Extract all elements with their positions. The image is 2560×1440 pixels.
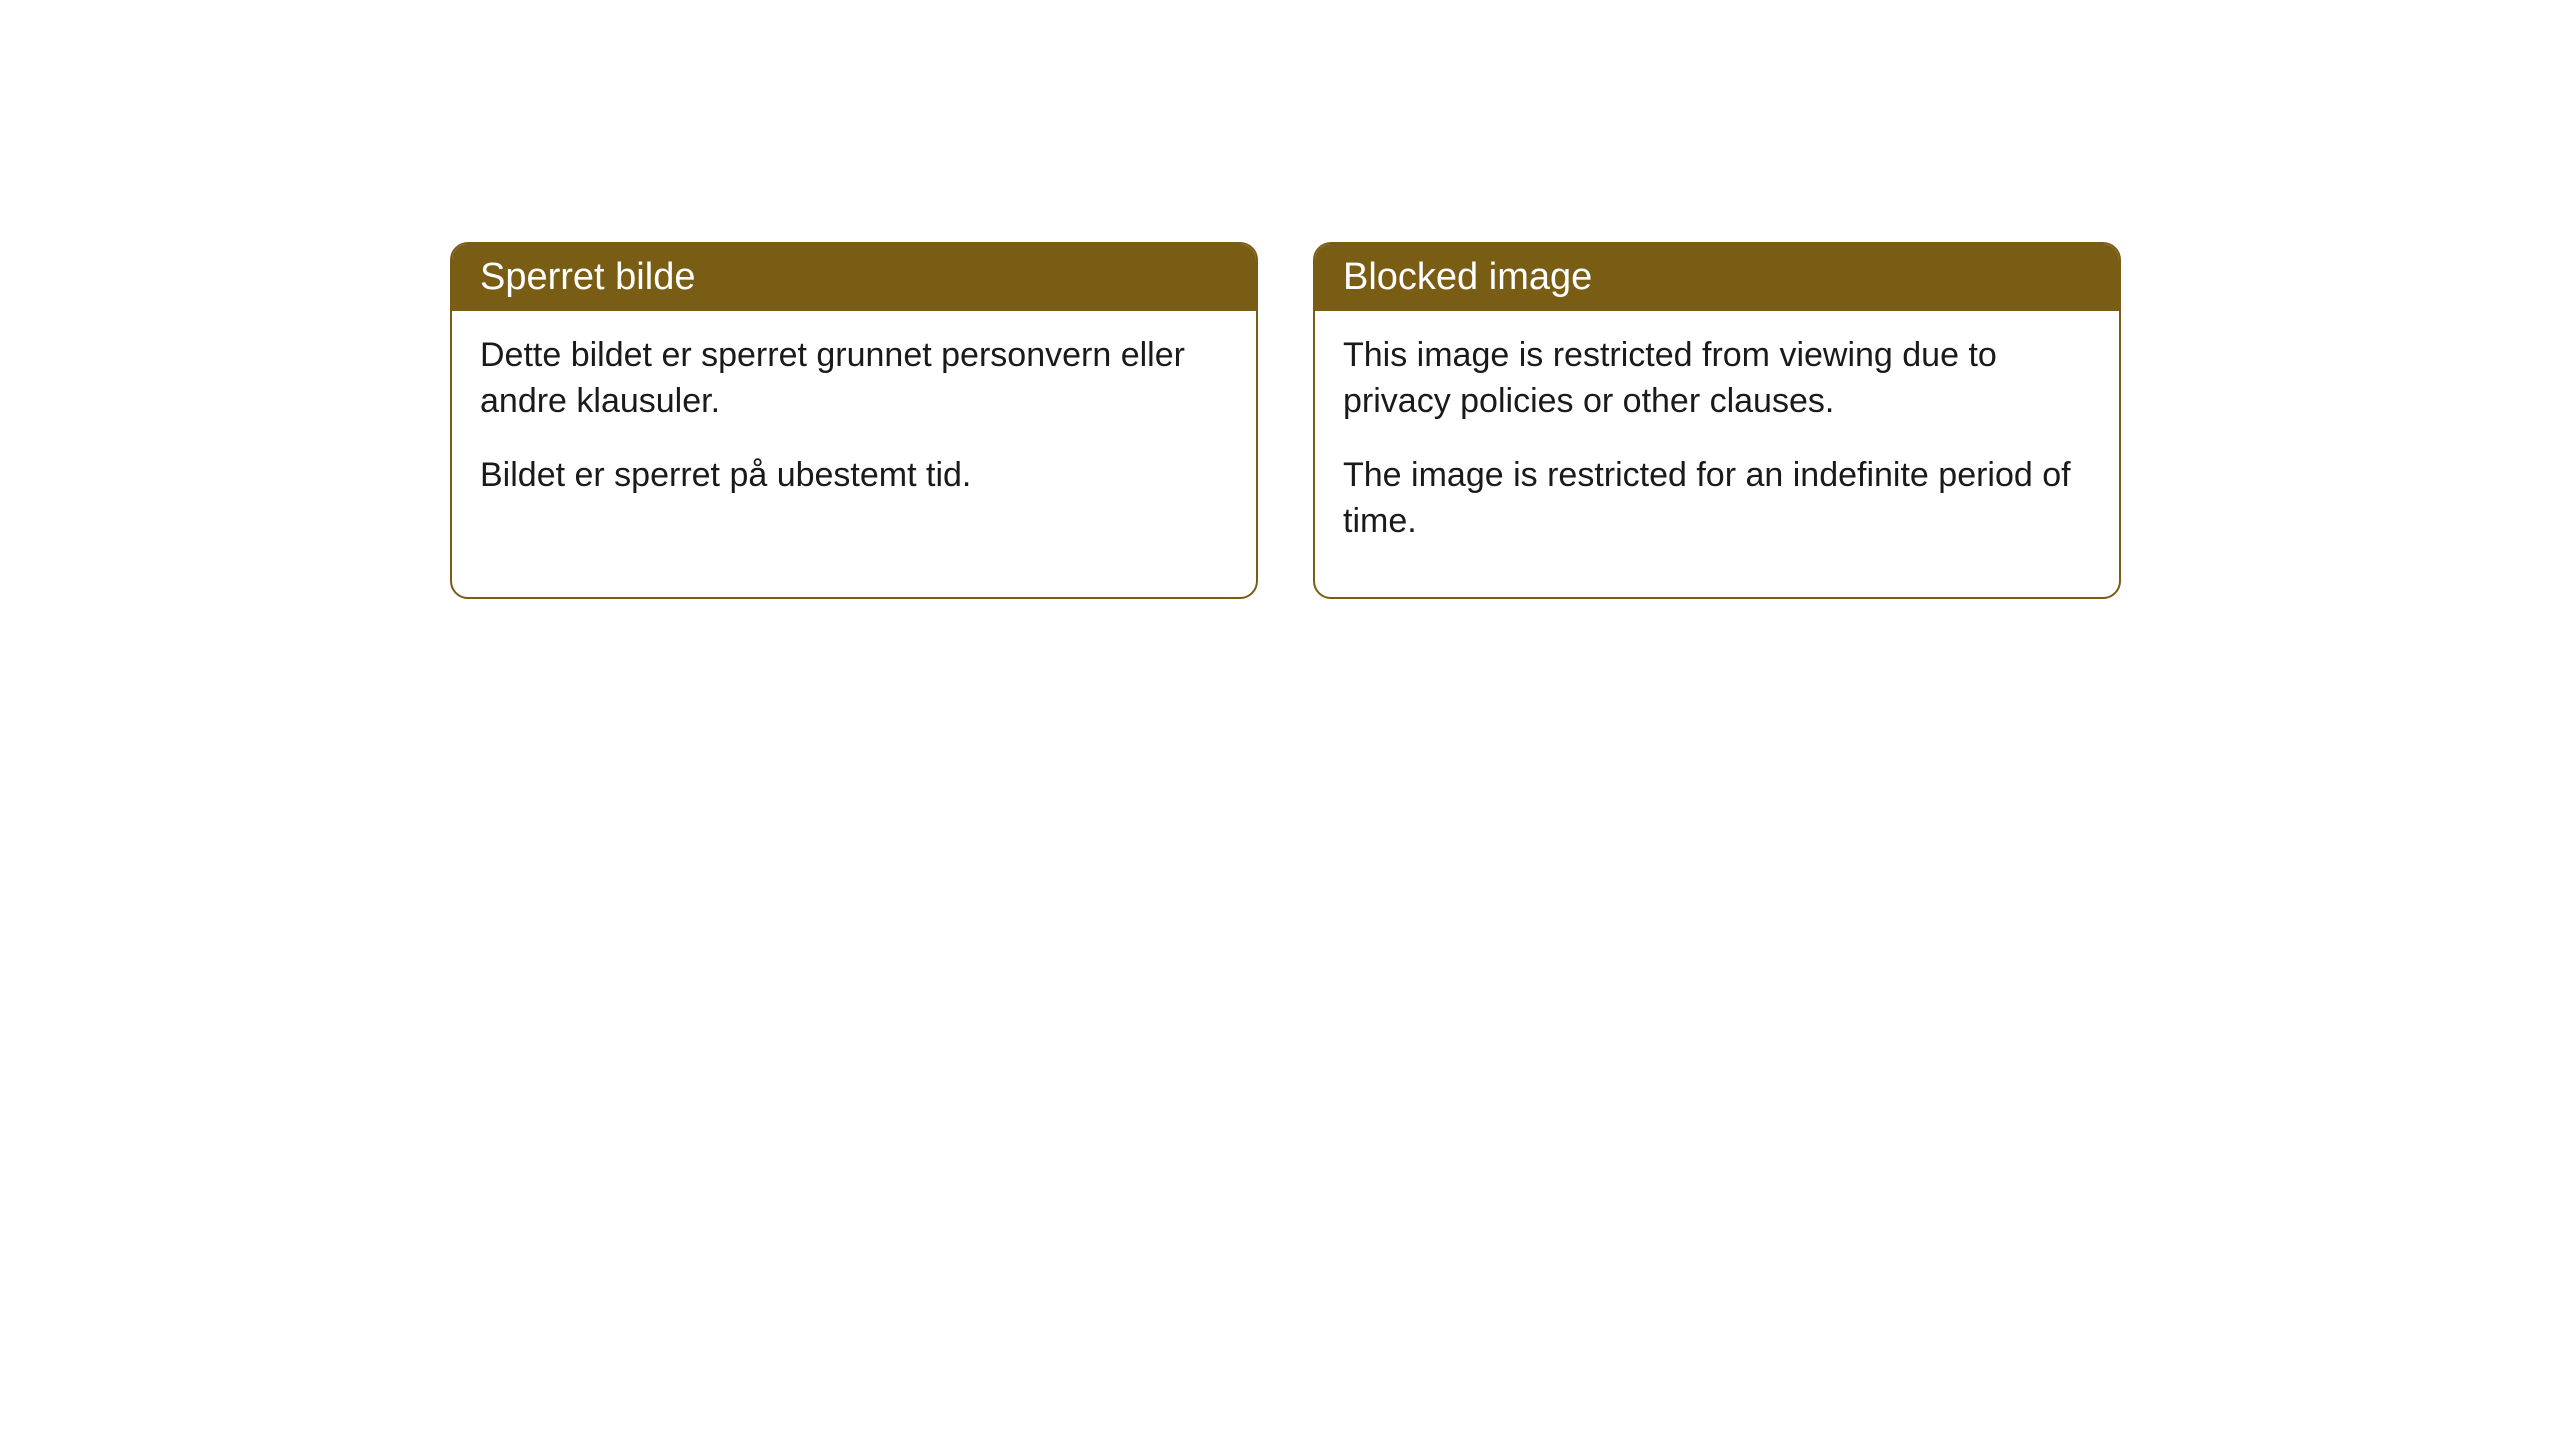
cards-container: Sperret bilde Dette bildet er sperret gr… [450, 242, 2121, 599]
blocked-image-card-english: Blocked image This image is restricted f… [1313, 242, 2121, 599]
card-paragraph: Dette bildet er sperret grunnet personve… [480, 333, 1228, 425]
card-body-english: This image is restricted from viewing du… [1315, 311, 2119, 597]
card-title: Blocked image [1343, 256, 1592, 298]
card-paragraph: This image is restricted from viewing du… [1343, 333, 2091, 425]
card-title: Sperret bilde [480, 256, 695, 298]
card-body-norwegian: Dette bildet er sperret grunnet personve… [452, 311, 1256, 551]
blocked-image-card-norwegian: Sperret bilde Dette bildet er sperret gr… [450, 242, 1258, 599]
card-paragraph: The image is restricted for an indefinit… [1343, 453, 2091, 545]
card-paragraph: Bildet er sperret på ubestemt tid. [480, 453, 1228, 499]
card-header-norwegian: Sperret bilde [452, 244, 1256, 311]
card-header-english: Blocked image [1315, 244, 2119, 311]
